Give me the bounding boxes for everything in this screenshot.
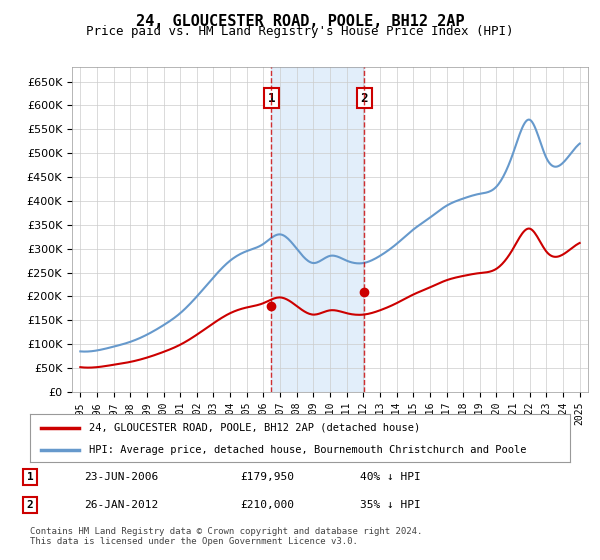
Bar: [271, 67, 364, 392]
Text: Contains HM Land Registry data © Crown copyright and database right 2024.
This d: Contains HM Land Registry data © Crown c…: [30, 527, 422, 546]
Text: 23-JUN-2006: 23-JUN-2006: [84, 472, 158, 482]
Text: £179,950: £179,950: [240, 472, 294, 482]
Text: 2: 2: [26, 500, 34, 510]
Text: 26-JAN-2012: 26-JAN-2012: [84, 500, 158, 510]
Text: 35% ↓ HPI: 35% ↓ HPI: [360, 500, 421, 510]
Text: 40% ↓ HPI: 40% ↓ HPI: [360, 472, 421, 482]
Text: 1: 1: [268, 92, 275, 105]
Text: 24, GLOUCESTER ROAD, POOLE, BH12 2AP (detached house): 24, GLOUCESTER ROAD, POOLE, BH12 2AP (de…: [89, 423, 421, 433]
Text: 24, GLOUCESTER ROAD, POOLE, BH12 2AP: 24, GLOUCESTER ROAD, POOLE, BH12 2AP: [136, 14, 464, 29]
Text: 1: 1: [26, 472, 34, 482]
Text: 2: 2: [361, 92, 368, 105]
Text: Price paid vs. HM Land Registry's House Price Index (HPI): Price paid vs. HM Land Registry's House …: [86, 25, 514, 38]
Text: £210,000: £210,000: [240, 500, 294, 510]
Text: HPI: Average price, detached house, Bournemouth Christchurch and Poole: HPI: Average price, detached house, Bour…: [89, 445, 527, 455]
